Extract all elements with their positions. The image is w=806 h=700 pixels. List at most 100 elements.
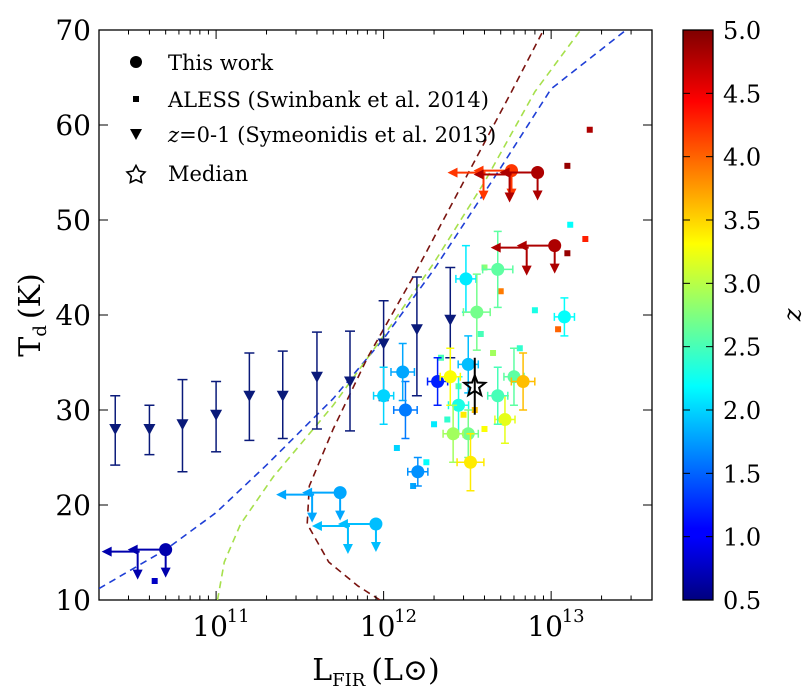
colorbar: [682, 29, 714, 601]
x-tick-label: 10: [360, 610, 396, 643]
curve-2: [306, 30, 545, 600]
upper-limit-x-arrowhead: [101, 546, 112, 557]
colorbar-tick-label: 0.5: [723, 587, 761, 615]
colorbar-tick-label: 4.0: [723, 144, 761, 172]
x-tick-label: 10: [192, 610, 228, 643]
y-tick-label: 40: [55, 299, 91, 332]
upper-limit-x-arrowhead: [302, 487, 313, 498]
upper-limit-y-arrowhead: [521, 265, 532, 276]
legend-star-marker: [125, 163, 147, 184]
this-work-point: [548, 239, 562, 253]
aless-square: [423, 459, 430, 466]
legend-circle-marker: [130, 56, 142, 68]
aless-square: [564, 162, 571, 169]
colorbar-tick-label: 1.0: [723, 524, 761, 552]
y-tick-label: 20: [55, 489, 91, 522]
aless-square: [497, 288, 504, 295]
upper-limit-y-arrowhead: [335, 510, 346, 521]
x-axis-label: LFIR (L⊙): [312, 653, 440, 691]
this-work-point: [463, 455, 477, 469]
aless-square: [555, 326, 562, 333]
legend-label-aless: ALESS (Swinbank et al. 2014): [167, 88, 489, 112]
this-work-point: [369, 517, 383, 531]
upper-limit-y-arrowhead: [132, 569, 143, 580]
upper-limit-x-arrowhead: [127, 544, 138, 555]
this-work-point: [516, 375, 530, 388]
aless-square: [582, 236, 589, 242]
aless-square: [410, 483, 417, 489]
aless-square: [393, 445, 400, 451]
colorbar-tick-label: 2.0: [723, 397, 761, 425]
upper-limit-x-arrowhead: [276, 489, 287, 500]
this-work-point: [398, 403, 412, 417]
upper-limit-y-arrowhead: [549, 263, 560, 274]
colorbar-ticks: 0.5 1.0 1.5 2.0 2.5 3.0 3.5 4.0 4.5 5.0: [683, 17, 761, 615]
aless-square: [477, 331, 484, 337]
upper-limit-x-arrowhead: [499, 167, 510, 178]
x-tick-exponent: 11: [227, 606, 250, 627]
y-tick-label: 30: [55, 394, 91, 427]
this-work-point: [470, 305, 484, 319]
symeonidis-triangle: [243, 390, 256, 402]
y-tick-label: 50: [55, 204, 91, 237]
upper-limit-y-arrowhead: [342, 544, 353, 554]
aless-square: [460, 411, 467, 418]
this-work-point: [491, 262, 505, 276]
upper-limit-y-arrowhead: [160, 567, 171, 578]
this-work-point: [396, 365, 410, 379]
aless-square: [567, 221, 574, 228]
upper-limit-x-arrowhead: [473, 169, 484, 180]
this-work-point: [459, 272, 473, 286]
colorbar-tick-label: 5.0: [723, 17, 761, 45]
upper-limit-y-arrowhead: [370, 542, 381, 552]
symeonidis-triangle: [210, 409, 223, 421]
x-tick-exponent: 12: [394, 606, 417, 627]
aless-square: [516, 345, 523, 352]
aless-square: [531, 307, 538, 314]
this-work-point: [333, 486, 347, 500]
colorbar-tick-label: 1.5: [723, 460, 761, 488]
colorbar-tick-label: 4.5: [723, 80, 761, 108]
legend-label-median: Median: [168, 162, 248, 186]
upper-limit-x-arrowhead: [447, 167, 458, 178]
aless-square: [481, 264, 488, 271]
detection-limit-curves: [99, 30, 627, 600]
this-work-point: [446, 427, 460, 441]
colorbar-tick-label: 3.5: [723, 207, 761, 235]
aless-square: [564, 250, 571, 257]
median-star: [461, 372, 488, 398]
upper-limit-x-arrowhead: [490, 242, 501, 253]
this-work-point: [411, 465, 425, 479]
this-work-point: [377, 389, 391, 403]
this-work-point: [443, 370, 457, 384]
upper-limit-x-arrowhead: [337, 519, 348, 529]
symeonidis-triangle: [176, 419, 189, 431]
aless-square: [151, 578, 158, 584]
symeonidis-triangle: [276, 390, 289, 402]
curve-0: [99, 30, 627, 590]
symeonidis-triangle: [444, 314, 457, 326]
upper-limit-y-arrowhead: [504, 192, 515, 203]
symeonidis-triangle: [310, 371, 323, 383]
aless-square: [586, 126, 593, 133]
upper-limit-y-arrowhead: [307, 512, 318, 523]
symeonidis-triangle: [143, 424, 156, 435]
data-marks: [101, 126, 593, 584]
upper-limit-x-arrowhead: [311, 521, 322, 531]
legend-label-this-work: This work: [168, 51, 273, 75]
x-tick-exponent: 13: [562, 606, 585, 627]
y-tick-label: 60: [55, 109, 91, 142]
y-tick-label: 10: [55, 584, 91, 617]
aless-square: [444, 416, 451, 423]
symeonidis-triangle: [109, 424, 122, 435]
x-tick-label: 10: [527, 610, 563, 643]
this-work-point: [452, 398, 466, 412]
aless-square: [490, 350, 497, 356]
upper-limit-y-arrowhead: [532, 190, 543, 201]
this-work-point: [159, 543, 173, 557]
this-work-point: [531, 166, 545, 179]
aless-square: [481, 426, 488, 432]
y-tick-label: 70: [55, 14, 91, 47]
this-work-point: [498, 413, 512, 426]
